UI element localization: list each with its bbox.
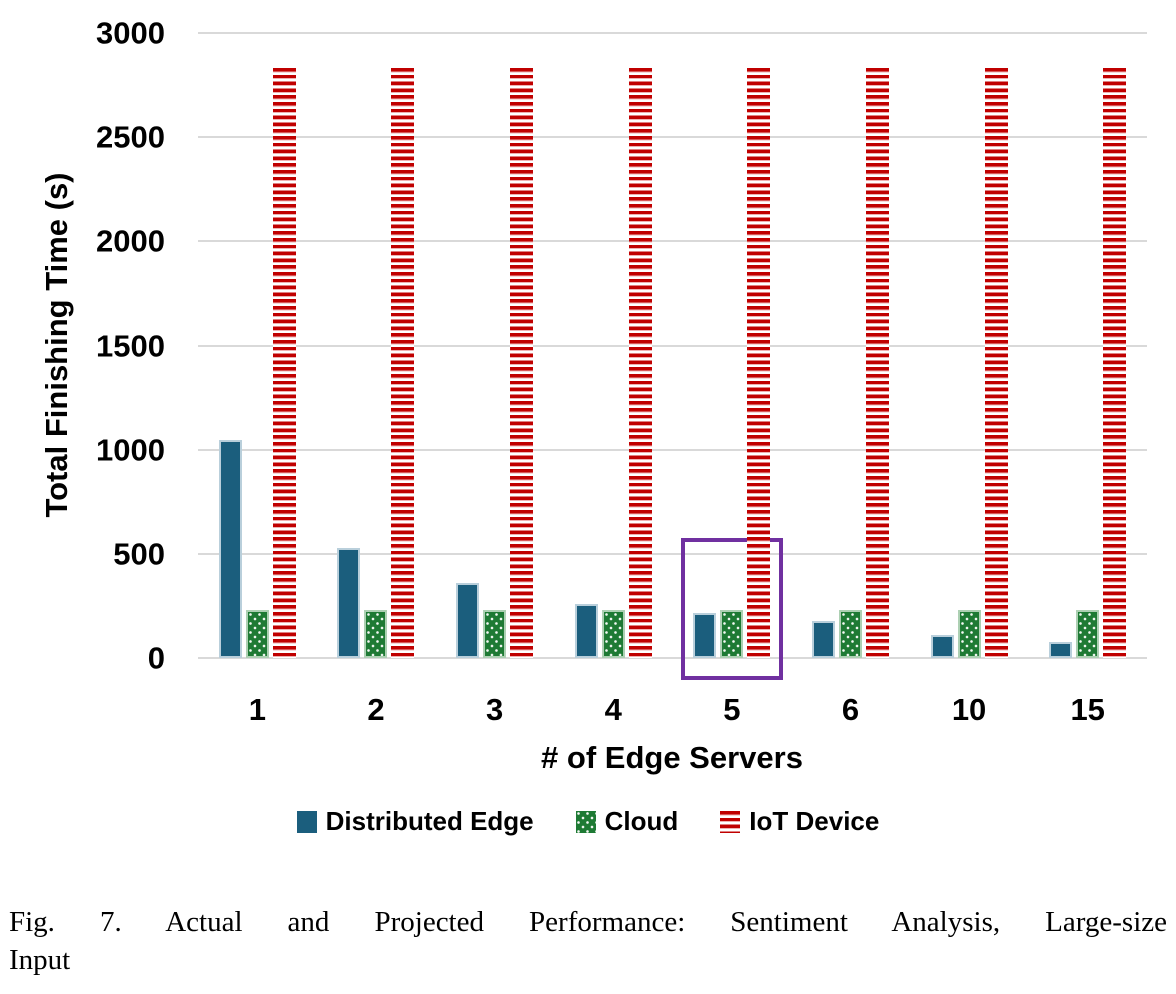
caption-line-1: Fig. 7. Actual and Projected Performance…: [9, 906, 1167, 938]
legend-item-cloud: Cloud: [575, 806, 679, 837]
x-tick-label: 4: [604, 692, 622, 727]
x-tick-label: 6: [841, 692, 860, 727]
y-axis-ticks: 0 500 1000 1500 2000 2500 3000: [0, 18, 198, 674]
bar-distributed-edge: [574, 603, 598, 658]
bar-distributed-edge: [218, 440, 242, 658]
x-tick-label: 3: [485, 692, 504, 727]
bar-distributed-edge: [337, 547, 361, 658]
bar-distributed-edge: [1049, 642, 1073, 658]
bar-distributed-edge: [930, 635, 954, 658]
bar-cloud: [838, 610, 862, 658]
gridline: [198, 657, 1147, 659]
x-tick-label: 10: [951, 692, 987, 727]
legend-label: Distributed Edge: [325, 806, 534, 836]
bar-iot-device: [984, 68, 1008, 658]
bar-cloud: [245, 610, 269, 658]
gridline: [198, 448, 1147, 451]
x-tick-label: 2: [367, 692, 385, 727]
bar-distributed-edge: [811, 620, 835, 658]
bar-cloud: [364, 610, 388, 658]
highlight-box: [680, 538, 783, 680]
legend-label: IoT Device: [749, 806, 880, 836]
y-tick-label: 1500: [96, 328, 165, 363]
bar-iot-device: [391, 68, 415, 658]
legend-label: Cloud: [604, 806, 679, 836]
bar-iot-device: [272, 68, 296, 658]
bar-distributed-edge: [693, 613, 717, 658]
legend-swatch-distributed-edge: [296, 810, 317, 833]
y-tick-label: 500: [113, 536, 165, 572]
gridline: [198, 344, 1147, 347]
y-tick-label: 2000: [96, 223, 165, 259]
bar-iot-device: [747, 68, 771, 658]
bar-distributed-edge: [456, 583, 480, 658]
bar-cloud: [1076, 610, 1100, 658]
x-axis-title: # of Edge Servers: [541, 740, 803, 775]
bar-cloud: [957, 610, 981, 658]
y-tick-label: 3000: [96, 15, 165, 51]
bar-iot-device: [1103, 68, 1127, 658]
bar-iot-device: [865, 68, 889, 658]
bar-iot-device: [628, 68, 652, 658]
legend-item-distributed-edge: Distributed Edge: [296, 806, 534, 837]
legend-swatch-iot-device: [720, 810, 741, 833]
gridline: [198, 136, 1147, 139]
caption-line-2: Input: [9, 944, 71, 976]
gridline: [198, 552, 1147, 555]
bar-cloud: [720, 610, 744, 658]
legend-swatch-cloud: [575, 810, 596, 833]
x-tick-label: 15: [1070, 692, 1105, 727]
y-tick-label: 2500: [96, 119, 165, 155]
x-tick-label: 5: [723, 692, 741, 727]
chart: Total Finishing Time (s) 0 500 1000 1500 200…: [0, 18, 1176, 837]
bar-cloud: [601, 610, 625, 658]
gridline: [198, 240, 1147, 243]
figure-caption: Fig. 7. Actual and Projected Performance…: [9, 903, 1167, 979]
bar-cloud: [483, 610, 507, 658]
legend: Distributed Edge Cloud IoT Device: [0, 806, 1176, 837]
y-tick-label: 0: [147, 640, 165, 676]
gridline: [198, 32, 1147, 34]
plot-area: [198, 32, 1147, 680]
bar-iot-device: [510, 68, 534, 658]
x-tick-label: 1: [248, 692, 266, 727]
y-tick-label: 1000: [96, 432, 165, 468]
legend-item-iot-device: IoT Device: [720, 806, 879, 837]
